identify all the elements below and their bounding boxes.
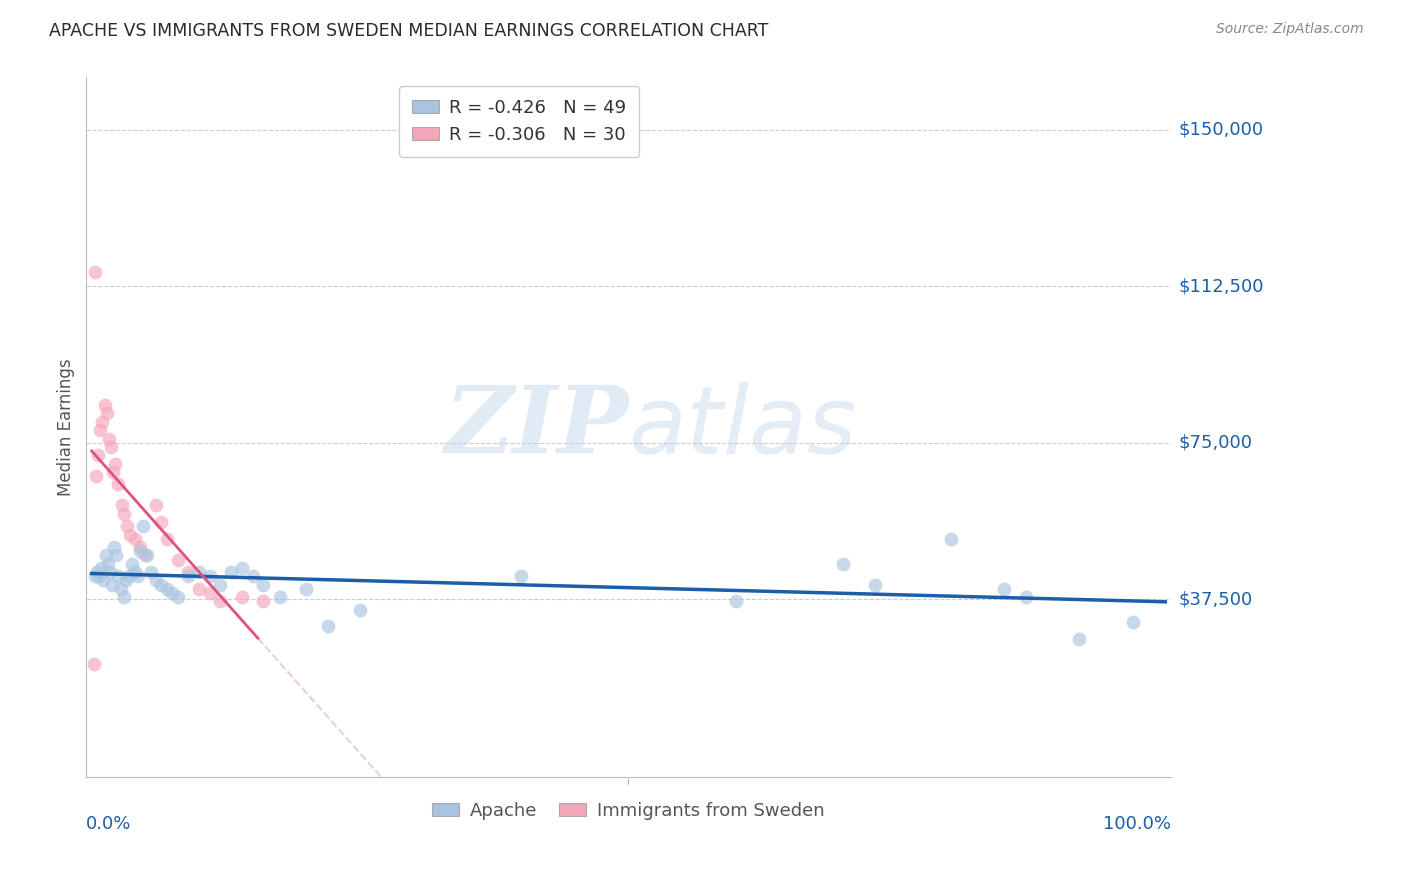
Point [150, 577, 173, 591]
Point [101, 465, 124, 479]
Point [349, 602, 371, 616]
Point [98, 565, 121, 579]
Point [115, 519, 138, 533]
Point [83, 569, 105, 583]
Point [177, 569, 200, 583]
Point [87, 448, 110, 462]
Text: ZIP: ZIP [444, 382, 628, 472]
Point [84, 469, 107, 483]
Point [865, 577, 887, 591]
Point [252, 577, 274, 591]
Point [96, 407, 118, 421]
Point [1122, 615, 1144, 630]
Point [295, 582, 318, 596]
Point [134, 549, 156, 563]
Point [104, 457, 127, 471]
Point [177, 565, 200, 579]
Point [93, 398, 115, 412]
Point [832, 557, 855, 571]
Point [129, 544, 152, 558]
Point [993, 582, 1015, 596]
Text: $150,000: $150,000 [1180, 120, 1264, 138]
Text: Source: ZipAtlas.com: Source: ZipAtlas.com [1216, 22, 1364, 37]
Point [101, 577, 124, 591]
Point [121, 557, 143, 571]
Point [145, 574, 167, 588]
Point [124, 565, 146, 579]
Point [100, 440, 122, 454]
Text: $112,500: $112,500 [1180, 277, 1264, 295]
Legend: Apache, Immigrants from Sweden: Apache, Immigrants from Sweden [425, 795, 832, 827]
Point [93, 574, 115, 588]
Point [118, 569, 141, 583]
Point [107, 477, 129, 491]
Point [1069, 632, 1091, 646]
Point [89, 569, 111, 583]
Point [156, 532, 179, 546]
Text: APACHE VS IMMIGRANTS FROM SWEDEN MEDIAN EARNINGS CORRELATION CHART: APACHE VS IMMIGRANTS FROM SWEDEN MEDIAN … [49, 22, 769, 40]
Point [724, 594, 747, 608]
Point [166, 590, 188, 604]
Point [198, 586, 221, 600]
Point [112, 507, 135, 521]
Text: 100.0%: 100.0% [1102, 815, 1171, 833]
Point [188, 565, 211, 579]
Point [105, 549, 128, 563]
Point [160, 586, 183, 600]
Text: 0.0%: 0.0% [86, 815, 132, 833]
Point [110, 582, 132, 596]
Point [89, 423, 111, 437]
Point [132, 519, 155, 533]
Point [124, 532, 146, 546]
Point [91, 415, 114, 429]
Point [103, 540, 125, 554]
Point [209, 577, 232, 591]
Point [97, 432, 120, 446]
Point [145, 498, 167, 512]
Point [139, 565, 162, 579]
Point [115, 574, 138, 588]
Point [112, 590, 135, 604]
Y-axis label: Median Earnings: Median Earnings [58, 359, 75, 496]
Point [510, 569, 533, 583]
Point [90, 561, 112, 575]
Point [166, 552, 188, 566]
Text: $75,000: $75,000 [1180, 434, 1253, 451]
Point [83, 264, 105, 278]
Point [150, 515, 173, 529]
Point [939, 532, 962, 546]
Text: atlas: atlas [628, 382, 856, 473]
Point [188, 582, 211, 596]
Point [252, 594, 274, 608]
Point [231, 561, 253, 575]
Point [136, 549, 159, 563]
Point [86, 565, 108, 579]
Point [120, 527, 142, 541]
Point [129, 540, 152, 554]
Point [156, 582, 179, 596]
Point [83, 657, 105, 671]
Point [127, 569, 149, 583]
Point [209, 594, 232, 608]
Point [269, 590, 291, 604]
Point [242, 569, 264, 583]
Point [231, 590, 253, 604]
Point [219, 565, 242, 579]
Point [107, 569, 129, 583]
Point [97, 557, 120, 571]
Point [1015, 590, 1038, 604]
Point [198, 569, 221, 583]
Point [316, 619, 339, 633]
Point [111, 498, 134, 512]
Point [94, 549, 117, 563]
Text: $37,500: $37,500 [1180, 591, 1253, 608]
